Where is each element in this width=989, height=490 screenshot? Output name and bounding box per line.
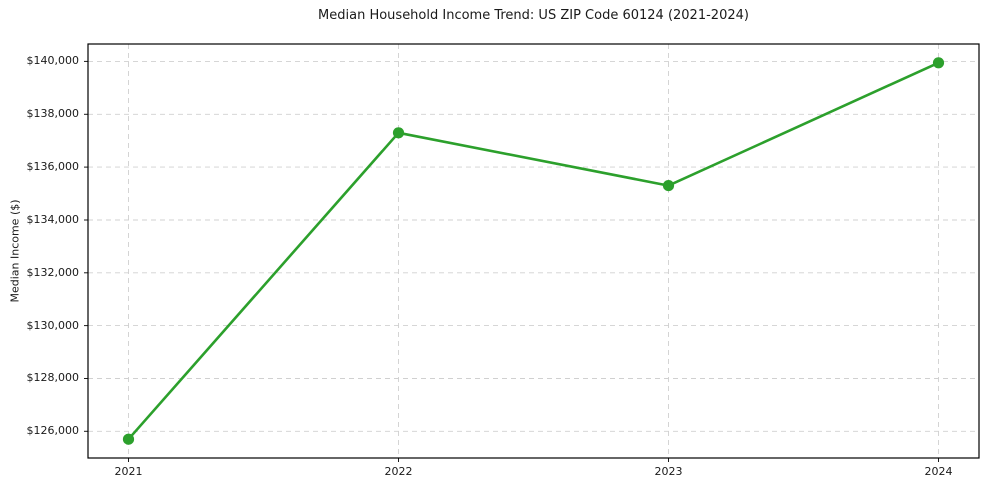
- data-line: [127, 61, 940, 441]
- x-tick-label: 2023: [654, 465, 683, 478]
- y-tick-label: $134,000: [26, 212, 80, 226]
- axes-spines: [87, 43, 980, 459]
- y-tick-label: $128,000: [26, 371, 80, 385]
- x-tick-label: 2021: [114, 465, 143, 478]
- y-tick-label: $136,000: [26, 160, 80, 174]
- chart-title: Median Household Income Trend: US ZIP Co…: [318, 8, 749, 23]
- data-point-marker: [392, 127, 405, 139]
- y-tick-label: $132,000: [26, 265, 80, 279]
- data-point-marker: [122, 433, 135, 445]
- x-tick-label: 2022: [384, 465, 413, 478]
- y-tick-label: $126,000: [26, 424, 80, 438]
- data-point-marker: [662, 180, 675, 192]
- y-tick-label: $130,000: [26, 318, 80, 332]
- y-tick-label: $138,000: [26, 107, 80, 121]
- y-tick-label: $140,000: [26, 54, 80, 68]
- x-tick-label: 2024: [924, 465, 953, 478]
- data-point-marker: [932, 57, 945, 69]
